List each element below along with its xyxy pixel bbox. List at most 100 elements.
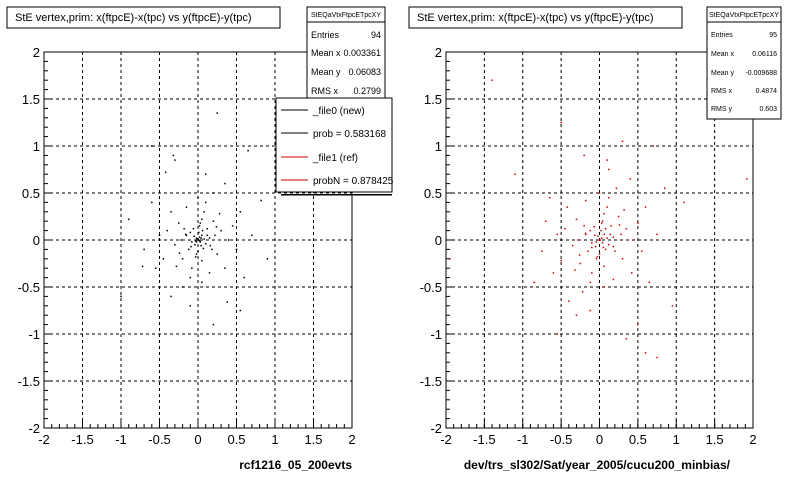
right-data-point-0-39 (589, 281, 592, 284)
right-data-point-0-30 (621, 258, 624, 260)
right-data-point-0-94 (621, 140, 624, 143)
left-title-box: StE vertex,prim: x(ftpcE)-x(tpc) vs y(ft… (6, 6, 281, 29)
right-data-point-0-1 (601, 237, 603, 239)
left-y-tick-label-8: -2 (28, 421, 40, 436)
legend-label-2: _file1 (ref) (312, 153, 358, 164)
right-data-point-0-27 (577, 239, 579, 241)
legend-shadow (281, 194, 392, 196)
right-data-point-0-42 (612, 278, 615, 281)
left-data-point-0-64 (206, 234, 208, 237)
right-x-ticks: -2 -1.5 -1 -0.5 0 0.5 1 1.5 2 (440, 420, 757, 447)
left-data-point-0-10 (200, 244, 202, 247)
right-data-point-0-45 (574, 269, 576, 271)
right-x-tick-label-7: 1.5 (706, 432, 724, 447)
right-data-point-0-68 (601, 220, 604, 222)
left-data-point-0-87 (127, 218, 130, 221)
left-data-point-0-90 (120, 295, 122, 298)
left-data-point-0-12 (201, 229, 204, 232)
right-data-point-0-85 (746, 178, 748, 180)
left-data-point-0-34 (220, 229, 222, 232)
legend-label-3: probN = 0.878425 (313, 176, 394, 187)
right-data-point-0-4 (595, 241, 598, 243)
right-data-point-0-25 (579, 262, 582, 265)
left-data-point-0-38 (204, 201, 207, 204)
left-data-point-0-14 (204, 243, 207, 245)
left-data-point-0-59 (170, 295, 172, 298)
left-x-axis-label: rcf1216_05_200evts (239, 458, 352, 472)
right-data-point-0-10 (602, 246, 605, 249)
right-data-point-0-38 (607, 196, 610, 199)
left-chart-title: StE vertex,prim: x(ftpcE)-x(tpc) vs y(ft… (15, 12, 252, 24)
left-data-point-0-88 (174, 159, 176, 161)
left-data-point-0-44 (218, 212, 221, 215)
right-data-point-0-82 (625, 337, 628, 340)
left-stats-value-2: 0.06083 (348, 67, 381, 77)
left-data-point-0-75 (196, 238, 198, 240)
right-data-point-0-72 (618, 224, 621, 226)
right-data-point-0-49 (603, 286, 605, 288)
left-title-frame (6, 6, 281, 29)
left-y-tick-label-2: 1 (33, 139, 40, 154)
right-data-point-0-8 (606, 237, 608, 239)
left-data-point-0-52 (212, 192, 215, 194)
left-stats-value-3: 0.2799 (353, 86, 381, 96)
left-data-point-0-13 (189, 231, 192, 234)
left-data-point-0-81 (226, 301, 229, 303)
right-data-point-0-23 (583, 225, 585, 227)
right-stats-value-2: -0.009688 (745, 70, 777, 77)
right-data-point-0-65 (593, 226, 595, 228)
left-y-tick-label-7: -1.5 (18, 374, 40, 389)
right-data-point-0-19 (584, 233, 587, 236)
left-data-point-0-25 (181, 258, 184, 260)
left-data-point-0-31 (178, 222, 180, 224)
right-data-point-0-81 (575, 314, 578, 316)
right-data-point-0-7 (600, 229, 602, 232)
right-data-point-0-43 (584, 199, 587, 202)
left-data-point-0-17 (197, 250, 199, 253)
left-data-point-0-65 (192, 227, 195, 230)
right-stats-label-3: RMS x (711, 88, 733, 95)
left-x-tick-label-4: 0 (194, 432, 201, 447)
left-data-point-0-9 (191, 241, 193, 243)
right-stats-label-2: Mean y (711, 70, 734, 77)
legend-label-0: _file0 (new) (312, 106, 365, 117)
right-stats-box: StEQaVtxFtpcETpcXY Entries 95 Mean x 0.0… (706, 6, 782, 120)
left-data-point-0-76 (197, 238, 199, 240)
right-y-tick-label-5: -0.5 (420, 280, 442, 295)
right-data-point-0-61 (541, 250, 543, 253)
left-data-point-0-74 (198, 239, 200, 241)
left-data-point-0-5 (201, 234, 203, 237)
left-data-point-0-69 (194, 256, 197, 258)
right-data-point-0-59 (568, 300, 570, 302)
left-data-point-0-46 (231, 225, 234, 227)
right-x-tick-label-6: 1 (673, 432, 680, 447)
right-y-tick-label-1: 1.5 (424, 92, 442, 107)
right-title-frame (408, 6, 683, 29)
left-data-point-0-89 (247, 149, 249, 152)
legend-box: _file0 (new) prob = 0.583168 _file1 (ref… (275, 97, 394, 196)
right-data-point-0-53 (581, 290, 584, 293)
right-data-point-0-51 (556, 233, 559, 236)
right-data-point-0-90 (683, 201, 685, 204)
right-data-point-0-63 (589, 309, 592, 312)
right-x-tick-label-1: -1.5 (473, 432, 495, 447)
left-data-point-0-29 (201, 259, 203, 262)
right-data-point-0-52 (615, 187, 618, 190)
right-x-tick-label-8: 2 (749, 432, 756, 447)
right-data-point-0-0 (598, 239, 601, 241)
right-data-point-0-34 (625, 227, 628, 230)
right-data-point-0-9 (591, 242, 593, 244)
left-data-point-0-49 (201, 281, 203, 284)
right-data-point-0-69 (595, 258, 598, 260)
left-points (120, 112, 269, 326)
left-data-point-0-62 (204, 173, 207, 175)
right-data-point-0-36 (630, 272, 633, 274)
right-data-point-0-11 (594, 245, 597, 248)
left-y-tick-label-1: 1.5 (22, 92, 40, 107)
right-chart-title: StE vertex,prim: x(ftpcE)-x(tpc) vs y(ft… (417, 12, 654, 24)
left-data-point-0-24 (212, 220, 215, 222)
right-stats-value-0: 95 (769, 32, 777, 39)
right-y-tick-label-8: -2 (430, 421, 442, 436)
left-data-point-0-33 (191, 267, 193, 269)
